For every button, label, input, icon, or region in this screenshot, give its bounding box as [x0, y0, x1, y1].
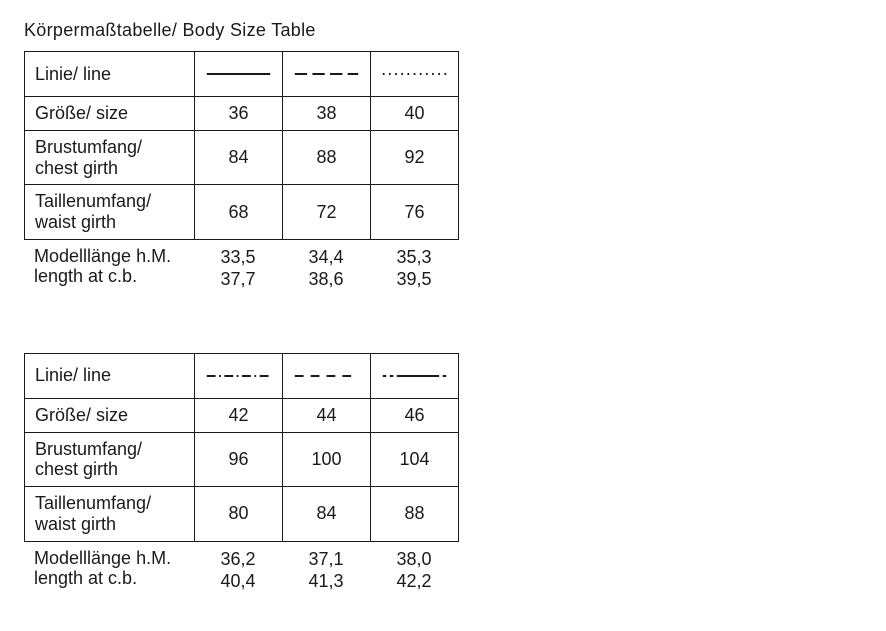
cell-value: 92: [371, 131, 459, 185]
row-size: Größe/ size 36 38 40: [25, 97, 459, 131]
model-length-col: 35,339,5: [370, 244, 458, 293]
model-length-footer-2: Modelllänge h.M. length at c.b. 36,240,4…: [24, 546, 862, 595]
cell-value: 72: [283, 185, 371, 239]
cell-value: 104: [371, 432, 459, 486]
size-table-2: Linie/ line Größe/ size 42 44 46 Brustum…: [24, 353, 459, 542]
row-label-size: Größe/ size: [25, 97, 195, 131]
cell-value: 96: [195, 432, 283, 486]
cell-value: 84: [283, 487, 371, 541]
line-swatch: [195, 353, 283, 398]
cell-value: 44: [283, 398, 371, 432]
cell-value: 36: [195, 97, 283, 131]
line-swatch: [371, 353, 459, 398]
model-length-label: Modelllänge h.M. length at c.b.: [24, 244, 194, 293]
cell-value: 84: [195, 131, 283, 185]
model-length-col: 34,438,6: [282, 244, 370, 293]
row-label-waist: Taillenumfang/ waist girth: [25, 487, 195, 541]
row-line: Linie/ line: [25, 353, 459, 398]
model-length-col: 38,042,2: [370, 546, 458, 595]
line-swatch: [283, 353, 371, 398]
row-waist: Taillenumfang/ waist girth 68 72 76: [25, 185, 459, 239]
cell-value: 40: [371, 97, 459, 131]
model-length-label: Modelllänge h.M. length at c.b.: [24, 546, 194, 595]
size-table-1: Linie/ line Größe/ size 36 38 40 Brustum…: [24, 51, 459, 240]
line-swatch: [371, 52, 459, 97]
row-label-chest: Brustumfang/ chest girth: [25, 131, 195, 185]
model-length-col: 36,240,4: [194, 546, 282, 595]
row-line: Linie/ line: [25, 52, 459, 97]
cell-value: 42: [195, 398, 283, 432]
row-label-size: Größe/ size: [25, 398, 195, 432]
row-label-chest: Brustumfang/ chest girth: [25, 432, 195, 486]
row-chest: Brustumfang/ chest girth 84 88 92: [25, 131, 459, 185]
model-length-col: 33,537,7: [194, 244, 282, 293]
row-waist: Taillenumfang/ waist girth 80 84 88: [25, 487, 459, 541]
cell-value: 38: [283, 97, 371, 131]
row-label-line: Linie/ line: [25, 353, 195, 398]
row-label-line: Linie/ line: [25, 52, 195, 97]
cell-value: 88: [283, 131, 371, 185]
cell-value: 80: [195, 487, 283, 541]
line-swatch: [195, 52, 283, 97]
row-size: Größe/ size 42 44 46: [25, 398, 459, 432]
row-chest: Brustumfang/ chest girth 96 100 104: [25, 432, 459, 486]
cell-value: 46: [371, 398, 459, 432]
line-swatch: [283, 52, 371, 97]
cell-value: 76: [371, 185, 459, 239]
model-length-footer-1: Modelllänge h.M. length at c.b. 33,537,7…: [24, 244, 862, 293]
row-label-waist: Taillenumfang/ waist girth: [25, 185, 195, 239]
cell-value: 100: [283, 432, 371, 486]
model-length-col: 37,141,3: [282, 546, 370, 595]
page-title: Körpermaßtabelle/ Body Size Table: [24, 20, 862, 41]
cell-value: 88: [371, 487, 459, 541]
cell-value: 68: [195, 185, 283, 239]
